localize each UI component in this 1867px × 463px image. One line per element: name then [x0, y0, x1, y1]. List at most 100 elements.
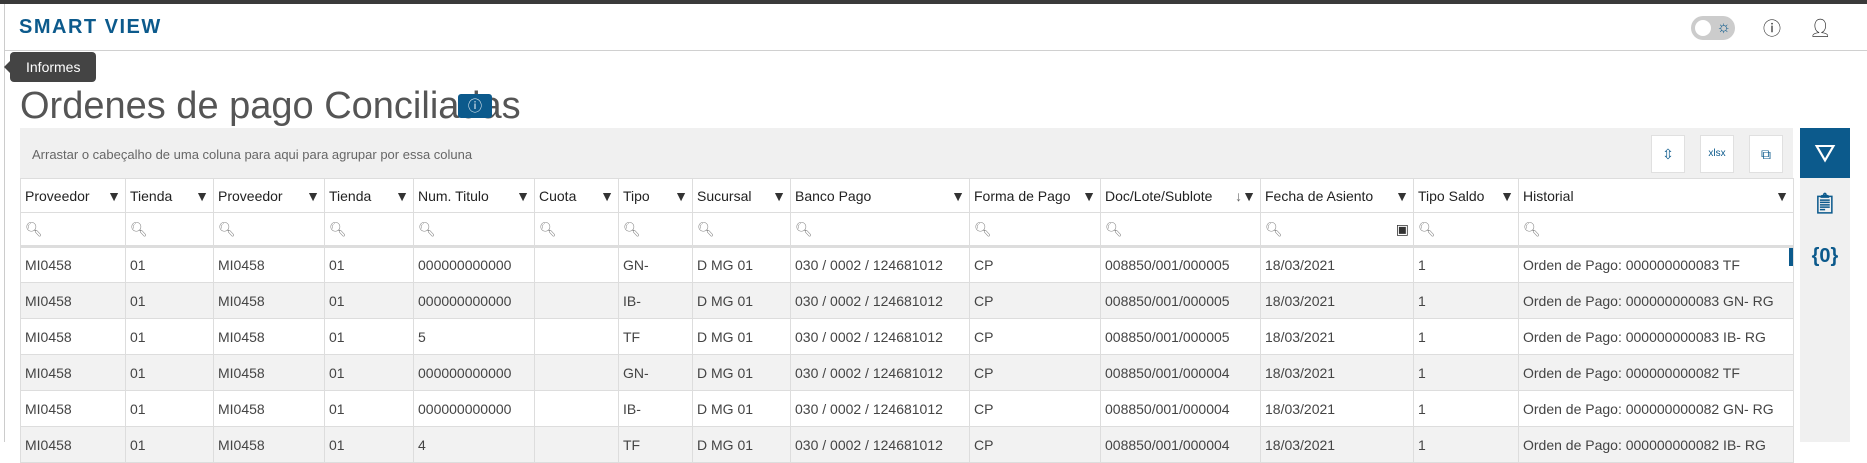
column-header[interactable]: Proveedor ▼: [213, 178, 325, 213]
theme-toggle[interactable]: ☼: [1691, 16, 1735, 40]
column-header[interactable]: Tienda ▼: [125, 178, 214, 213]
window-top-border: [0, 0, 1867, 4]
column-header[interactable]: Sucursal ▼: [692, 178, 791, 213]
table-cell: MI0458: [20, 318, 126, 355]
table-cell: [534, 282, 619, 319]
table-cell: IB-: [618, 282, 693, 319]
filter-icon[interactable]: ▼: [772, 187, 786, 204]
table-row[interactable]: MI0458 01 MI0458 01 5 TF D MG 01 030 / 0002 / 1…: [20, 318, 1794, 355]
column-filter-input[interactable]: 🔍︎: [1518, 212, 1794, 248]
table-cell: 008850/001/000004: [1100, 354, 1261, 391]
table-cell: 01: [125, 354, 214, 391]
column-filter-input[interactable]: 🔍︎ ▣: [1260, 212, 1414, 248]
column-filter-input[interactable]: 🔍︎: [324, 212, 414, 248]
column-header[interactable]: Cuota ▼: [534, 178, 619, 213]
table-row[interactable]: MI0458 01 MI0458 01 000000000000 GN- D MG 01 03…: [20, 354, 1794, 391]
user-icon[interactable]: 👤︎: [1809, 17, 1832, 38]
column-header[interactable]: Doc/Lote/Sublote ↓▼: [1100, 178, 1261, 213]
column-header[interactable]: Fecha de Asiento ▼: [1260, 178, 1414, 213]
app-header: SMART VIEW ☼ ⓘ 👤︎: [5, 4, 1867, 51]
table-row[interactable]: MI0458 01 MI0458 01 000000000000 IB- D MG 01 03…: [20, 282, 1794, 319]
column-filter-input[interactable]: 🔍︎: [1413, 212, 1519, 248]
export-xlsx-button[interactable]: xlsx: [1700, 135, 1734, 173]
table-cell: 18/03/2021: [1260, 246, 1414, 283]
column-chooser-button[interactable]: ⧉: [1749, 135, 1783, 173]
calendar-icon[interactable]: ▣: [1395, 220, 1409, 237]
table-cell: D MG 01: [692, 354, 791, 391]
clipboard-button[interactable]: 📋︎: [1812, 193, 1838, 215]
column-filter-input[interactable]: 🔍︎: [618, 212, 693, 248]
column-filter-input[interactable]: 🔍︎: [125, 212, 214, 248]
column-filter-input[interactable]: 🔍︎: [969, 212, 1101, 248]
filter-panel-button[interactable]: ⛛: [1800, 128, 1850, 178]
filter-icon[interactable]: ▼: [107, 187, 121, 204]
sort-desc-icon: ↓: [1235, 187, 1243, 204]
table-cell: GN-: [618, 246, 693, 283]
table-cell: CP: [969, 318, 1101, 355]
search-icon: 🔍︎: [218, 220, 236, 237]
column-header[interactable]: Forma de Pago ▼: [969, 178, 1101, 213]
table-cell: 01: [324, 318, 414, 355]
table-cell: 1: [1413, 390, 1519, 427]
table-cell: IB-: [618, 390, 693, 427]
collapse-rows-button[interactable]: ⇳: [1651, 135, 1685, 173]
filter-icon[interactable]: ▼: [1395, 187, 1409, 204]
column-header[interactable]: Tienda ▼: [324, 178, 414, 213]
info-icon[interactable]: ⓘ: [1763, 19, 1781, 39]
column-filter-input[interactable]: 🔍︎: [692, 212, 791, 248]
column-header[interactable]: Tipo ▼: [618, 178, 693, 213]
filter-icon[interactable]: ▼: [1775, 187, 1789, 204]
table-cell: 4: [413, 426, 535, 463]
scrollbar-thumb[interactable]: [1789, 248, 1793, 266]
column-header[interactable]: Proveedor ▼: [20, 178, 126, 213]
table-cell: 008850/001/000005: [1100, 246, 1261, 283]
column-header[interactable]: Tipo Saldo ▼: [1413, 178, 1519, 213]
column-filter-input[interactable]: 🔍︎: [20, 212, 126, 248]
column-header[interactable]: Historial ▼: [1518, 178, 1794, 213]
table-cell: TF: [618, 426, 693, 463]
table-cell: 01: [324, 282, 414, 319]
table-cell: 18/03/2021: [1260, 282, 1414, 319]
table-row[interactable]: MI0458 01 MI0458 01 000000000000 IB- D MG 01 03…: [20, 390, 1794, 427]
left-border: [4, 4, 5, 442]
column-filter-input[interactable]: 🔍︎: [413, 212, 535, 248]
filter-icon[interactable]: ▼: [1082, 187, 1096, 204]
filter-icon[interactable]: ▼: [1500, 187, 1514, 204]
table-cell: 030 / 0002 / 124681012: [790, 426, 970, 463]
filter-icon[interactable]: ▼: [516, 187, 530, 204]
table-cell: CP: [969, 426, 1101, 463]
brand-logo: SMART VIEW: [19, 16, 162, 38]
column-filter-input[interactable]: 🔍︎: [790, 212, 970, 248]
variables-button[interactable]: {0}: [1811, 245, 1839, 267]
filter-icon[interactable]: ▼: [600, 187, 614, 204]
right-sidebar: ⛛ 📋︎ {0}: [1800, 128, 1850, 442]
column-header-label: Tienda: [329, 187, 372, 204]
search-icon: 🔍︎: [1105, 220, 1123, 237]
column-header-label: Cuota: [539, 187, 577, 204]
page-info-button[interactable]: ⓘ: [458, 94, 492, 118]
column-filter-input[interactable]: 🔍︎: [534, 212, 619, 248]
filter-icon[interactable]: ↓▼: [1235, 187, 1256, 204]
filter-icon[interactable]: ▼: [674, 187, 688, 204]
table-cell: 030 / 0002 / 124681012: [790, 282, 970, 319]
column-filter-input[interactable]: 🔍︎: [1100, 212, 1261, 248]
column-header[interactable]: Num. Titulo ▼: [413, 178, 535, 213]
filter-icon[interactable]: ▼: [395, 187, 409, 204]
filter-icon[interactable]: ▼: [306, 187, 320, 204]
table-cell: Orden de Pago: 000000000083 IB- RG: [1518, 318, 1794, 355]
column-filter-input[interactable]: 🔍︎: [213, 212, 325, 248]
table-cell: 1: [1413, 354, 1519, 391]
filter-icon[interactable]: ▼: [195, 187, 209, 204]
table-row[interactable]: MI0458 01 MI0458 01 000000000000 GN- D MG 01 03…: [20, 246, 1794, 283]
table-cell: TF: [618, 318, 693, 355]
column-header-label: Proveedor: [25, 187, 90, 204]
table-row[interactable]: MI0458 01 MI0458 01 4 TF D MG 01 030 / 0002 / 1…: [20, 426, 1794, 463]
search-icon: 🔍︎: [539, 220, 557, 237]
column-header[interactable]: Banco Pago ▼: [790, 178, 970, 213]
table-cell: CP: [969, 246, 1101, 283]
search-icon: 🔍︎: [1523, 220, 1541, 237]
table-cell: 01: [324, 354, 414, 391]
table-cell: [534, 246, 619, 283]
table-cell: 18/03/2021: [1260, 426, 1414, 463]
filter-icon[interactable]: ▼: [951, 187, 965, 204]
